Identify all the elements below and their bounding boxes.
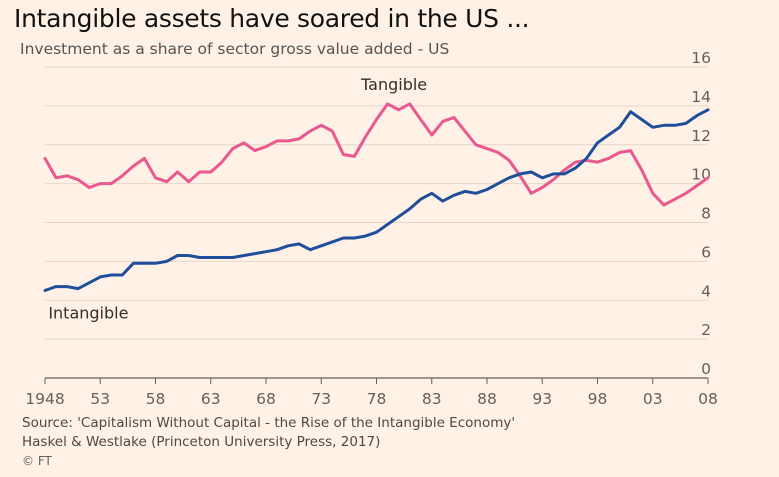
- y-tick-label: 8: [701, 205, 711, 223]
- x-tick-label: 53: [90, 390, 110, 408]
- x-tick-label: 73: [311, 390, 331, 408]
- source-note-authors: Haskel & Westlake (Princeton University …: [22, 434, 381, 450]
- x-tick-label: 98: [588, 390, 608, 408]
- y-tick-label: 12: [691, 127, 711, 145]
- x-tick-label: 78: [367, 390, 387, 408]
- gridlines: [45, 66, 708, 340]
- chart-title: Intangible assets have soared in the US …: [14, 4, 530, 33]
- ft-credit: © FT: [22, 454, 52, 468]
- y-tick-label: 2: [701, 321, 711, 339]
- series-line-intangible: [43, 108, 710, 292]
- source-note: Source: 'Capitalism Without Capital - th…: [22, 415, 516, 431]
- x-axis-tick-labels: 1948 53 58 63 68 73 78 83 88 93 98 03 08: [25, 390, 718, 408]
- x-tick-label: 93: [532, 390, 552, 408]
- series-line-tangible: [43, 102, 710, 207]
- x-tick-label: 88: [477, 390, 497, 408]
- x-tick-label: 63: [201, 390, 221, 408]
- y-tick-label: 6: [701, 243, 711, 261]
- y-tick-label: 16: [691, 49, 711, 67]
- series-label-intangible: Intangible: [48, 304, 128, 323]
- series-lines: [43, 102, 710, 292]
- y-tick-label: 0: [701, 360, 711, 378]
- chart-subtitle: Investment as a share of sector gross va…: [20, 40, 450, 58]
- x-tick-label: 03: [643, 390, 663, 408]
- x-tick-label: 58: [146, 390, 166, 408]
- y-tick-label: 4: [701, 282, 711, 300]
- x-tick-label: 83: [422, 390, 442, 408]
- x-axis: [44, 377, 709, 384]
- series-label-tangible: Tangible: [360, 75, 427, 94]
- series-labels: Tangible Intangible: [48, 75, 427, 322]
- x-tick-label: 1948: [25, 390, 64, 408]
- x-tick-label: 68: [256, 390, 276, 408]
- y-tick-label: 14: [691, 88, 711, 106]
- x-tick-label: 08: [698, 390, 718, 408]
